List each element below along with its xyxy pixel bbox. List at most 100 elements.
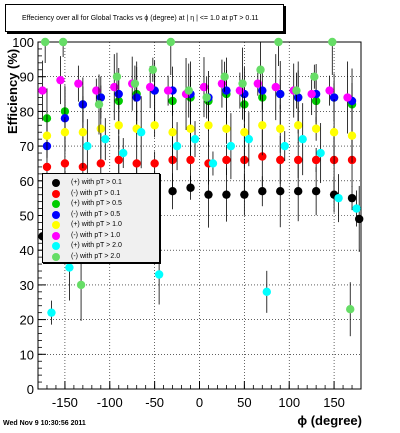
legend-label: (-) with pT > 0.1 bbox=[71, 189, 121, 197]
data-point bbox=[253, 79, 263, 88]
data-point bbox=[96, 159, 106, 168]
data-point bbox=[347, 131, 357, 140]
data-point bbox=[58, 37, 68, 47]
data-point bbox=[220, 72, 229, 81]
data-point bbox=[334, 193, 343, 203]
data-point bbox=[325, 86, 334, 95]
x-tick-label: 100 bbox=[278, 395, 300, 410]
y-axis-label: Efficiency (%) bbox=[5, 48, 20, 134]
data-point bbox=[311, 124, 321, 133]
y-tick-label: 0 bbox=[27, 382, 34, 397]
data-point bbox=[110, 82, 119, 92]
legend-label: (-) with pT > 2.0 bbox=[71, 252, 121, 260]
data-point bbox=[329, 128, 339, 137]
data-point bbox=[346, 304, 355, 314]
legend: (+) with pT > 0.1 (-) with pT > 0.1 (+) wi… bbox=[42, 173, 160, 263]
data-point bbox=[136, 128, 146, 137]
data-point bbox=[293, 155, 303, 165]
y-tick-label: 40 bbox=[20, 243, 34, 258]
data-point bbox=[172, 141, 182, 151]
data-point bbox=[76, 280, 86, 290]
data-point bbox=[78, 128, 88, 137]
data-point bbox=[154, 270, 164, 279]
legend-label: (-) with pT > 1.0 bbox=[71, 231, 121, 239]
timestamp: Wed Nov 9 10:30:56 2011 bbox=[3, 420, 86, 427]
data-point bbox=[328, 37, 337, 47]
y-tick-label: 100 bbox=[12, 35, 34, 50]
data-point bbox=[298, 134, 307, 144]
y-tick-label: 20 bbox=[20, 313, 34, 328]
data-point bbox=[190, 134, 200, 144]
data-point bbox=[258, 121, 267, 130]
legend-item: (-) with pT > 2.0 bbox=[43, 252, 161, 262]
data-point bbox=[240, 128, 249, 137]
data-point bbox=[96, 124, 106, 133]
y-tick-label: 30 bbox=[20, 278, 34, 293]
data-point bbox=[222, 155, 231, 165]
data-point bbox=[163, 86, 173, 95]
data-point bbox=[343, 93, 352, 102]
legend-item: (-) with pT > 0.5 bbox=[43, 210, 161, 220]
legend-marker bbox=[52, 189, 60, 198]
legend-marker bbox=[52, 231, 60, 240]
series-6 bbox=[38, 54, 352, 134]
y-tick-label: 90 bbox=[20, 70, 34, 85]
legend-item: (+) with pT > 2.0 bbox=[43, 241, 161, 251]
series-7 bbox=[47, 96, 361, 325]
y-tick-label: 10 bbox=[20, 347, 34, 362]
x-axis-label: ϕ (degree) bbox=[297, 413, 362, 428]
data-point bbox=[114, 89, 123, 99]
data-point bbox=[186, 124, 195, 133]
data-point bbox=[186, 183, 195, 192]
data-point bbox=[145, 82, 155, 92]
data-point bbox=[238, 79, 247, 88]
legend-item: (-) with pT > 0.1 bbox=[43, 189, 161, 199]
data-point bbox=[276, 89, 285, 99]
data-point bbox=[235, 86, 245, 95]
data-point bbox=[40, 37, 50, 47]
series-5 bbox=[42, 95, 357, 169]
legend-label: (+) with pT > 0.5 bbox=[71, 200, 122, 207]
x-tick-label: -150 bbox=[52, 395, 78, 410]
data-point bbox=[217, 79, 227, 88]
data-point bbox=[42, 131, 52, 140]
data-point bbox=[274, 37, 283, 47]
data-point bbox=[310, 72, 319, 81]
data-point bbox=[60, 128, 70, 137]
data-point bbox=[222, 190, 231, 199]
data-point bbox=[307, 89, 316, 99]
data-point bbox=[258, 86, 267, 95]
data-point bbox=[148, 65, 158, 74]
data-point bbox=[280, 141, 289, 151]
data-point bbox=[92, 86, 101, 95]
data-point bbox=[347, 193, 357, 203]
data-point bbox=[119, 148, 128, 158]
data-point bbox=[293, 121, 303, 130]
data-point bbox=[329, 93, 339, 102]
data-point bbox=[352, 204, 361, 213]
data-point bbox=[184, 86, 193, 95]
data-point bbox=[166, 37, 175, 47]
data-point bbox=[114, 121, 123, 130]
data-point bbox=[74, 79, 83, 88]
y-tick-label: 60 bbox=[20, 174, 34, 189]
data-point bbox=[132, 93, 141, 102]
data-point bbox=[292, 86, 301, 95]
data-point bbox=[168, 128, 177, 137]
legend-marker bbox=[52, 221, 60, 229]
data-point bbox=[186, 155, 195, 165]
x-tick-label: 0 bbox=[196, 395, 203, 410]
legend-item: (+) with pT > 0.5 bbox=[43, 199, 161, 209]
data-point bbox=[47, 308, 56, 317]
chart-title: Effeciency over all for Global Tracks vs… bbox=[5, 4, 284, 32]
data-point bbox=[130, 79, 140, 88]
data-point bbox=[132, 159, 141, 168]
legend-marker bbox=[52, 200, 60, 208]
data-point bbox=[311, 187, 321, 196]
x-tick-label: 150 bbox=[323, 395, 345, 410]
data-point bbox=[316, 148, 325, 158]
data-point bbox=[244, 134, 254, 144]
data-point bbox=[202, 93, 211, 102]
data-point bbox=[258, 152, 267, 161]
